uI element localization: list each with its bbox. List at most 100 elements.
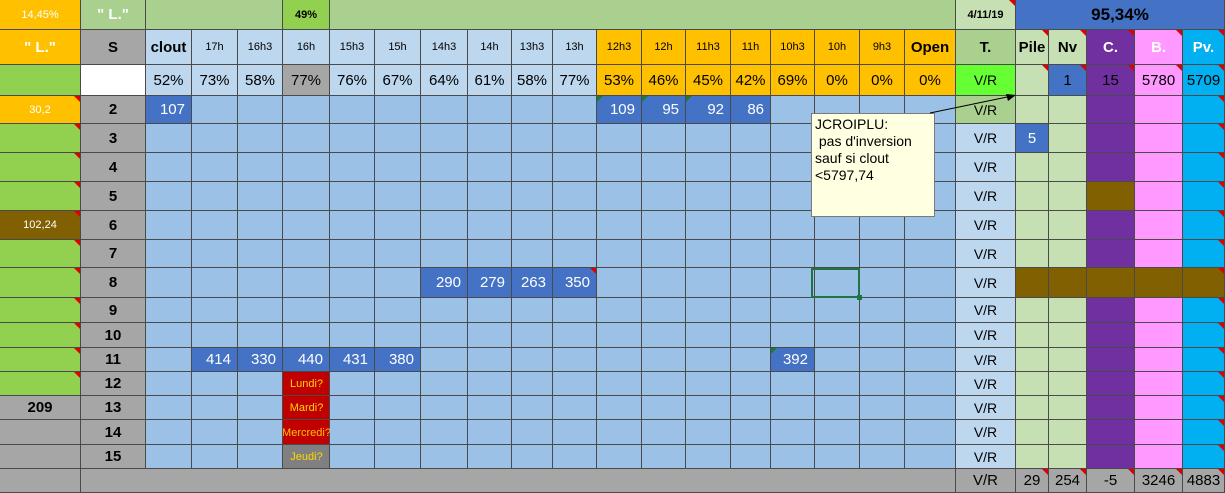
pile-cell-6[interactable] bbox=[1016, 211, 1049, 240]
column-header-14h[interactable]: 14h bbox=[468, 30, 512, 65]
row-header-5[interactable]: 5 bbox=[81, 182, 146, 211]
cell-9-14h3[interactable] bbox=[421, 298, 468, 323]
nv-cell-11[interactable] bbox=[1049, 348, 1087, 372]
cell-6-13h[interactable] bbox=[553, 211, 597, 240]
cell-15-12h[interactable] bbox=[642, 445, 686, 469]
cell-12-open[interactable] bbox=[905, 372, 956, 396]
row-header-14[interactable]: 14 bbox=[81, 420, 146, 445]
footer-3[interactable]: -5 bbox=[1087, 469, 1135, 493]
day-label-1[interactable]: Mardi? bbox=[289, 402, 324, 414]
cell-10-13h[interactable] bbox=[553, 323, 597, 348]
cell-11-10h3[interactable]: 392 bbox=[771, 348, 815, 372]
cell-11-11h[interactable] bbox=[731, 348, 771, 372]
c-cell-3[interactable] bbox=[1087, 124, 1135, 153]
cell-7-15h[interactable] bbox=[375, 240, 421, 268]
cell-5-12h3[interactable] bbox=[597, 182, 642, 211]
cell-12-12h3[interactable] bbox=[597, 372, 642, 396]
t-cell-8[interactable]: V/R bbox=[956, 268, 1016, 298]
cell-15-14h[interactable] bbox=[468, 445, 512, 469]
cell-12-16h3[interactable] bbox=[238, 372, 283, 396]
c-cell-7[interactable] bbox=[1087, 240, 1135, 268]
pile-cell-8[interactable] bbox=[1016, 268, 1049, 298]
b-cell-11[interactable] bbox=[1135, 348, 1183, 372]
cell-14-14h3[interactable] bbox=[421, 420, 468, 445]
cell-7-16h[interactable] bbox=[283, 240, 330, 268]
c-cell-15[interactable] bbox=[1087, 445, 1135, 469]
nv-cell-3[interactable] bbox=[1049, 124, 1087, 153]
nv-cell-12[interactable] bbox=[1049, 372, 1087, 396]
cell-13-14h[interactable] bbox=[468, 396, 512, 420]
b-cell-9[interactable] bbox=[1135, 298, 1183, 323]
column-header-12h[interactable]: 12h bbox=[642, 30, 686, 65]
cell-10-clout[interactable] bbox=[146, 323, 192, 348]
cell-10-open[interactable] bbox=[905, 323, 956, 348]
cell-11-17h[interactable]: 414 bbox=[192, 348, 238, 372]
day-label-0[interactable]: Lundi? bbox=[289, 378, 324, 390]
cell-9-11h[interactable] bbox=[731, 298, 771, 323]
cell-7-9h3[interactable] bbox=[860, 240, 905, 268]
percent-7[interactable]: 61% bbox=[468, 65, 512, 96]
cell-11-11h3[interactable] bbox=[686, 348, 731, 372]
cell-7-10h[interactable] bbox=[815, 240, 860, 268]
cell-15-9h3[interactable] bbox=[860, 445, 905, 469]
cell-5-15h3[interactable] bbox=[330, 182, 375, 211]
cell-13-open[interactable] bbox=[905, 396, 956, 420]
cell-9-12h3[interactable] bbox=[597, 298, 642, 323]
c-cell-6[interactable] bbox=[1087, 211, 1135, 240]
nv-cell-5[interactable] bbox=[1049, 182, 1087, 211]
column-header-13h3[interactable]: 13h3 bbox=[512, 30, 553, 65]
row-header-9[interactable]: 9 bbox=[81, 298, 146, 323]
t-cell-5[interactable]: V/R bbox=[956, 182, 1016, 211]
cell-11-12h[interactable] bbox=[642, 348, 686, 372]
cell-8-16h3[interactable] bbox=[238, 268, 283, 298]
cell-5-16h3[interactable] bbox=[238, 182, 283, 211]
cell-5-13h[interactable] bbox=[553, 182, 597, 211]
right-summary-3[interactable]: 15 bbox=[1087, 65, 1135, 96]
cell-14-11h3[interactable] bbox=[686, 420, 731, 445]
cell-15-13h3[interactable] bbox=[512, 445, 553, 469]
cell-11-15h[interactable]: 380 bbox=[375, 348, 421, 372]
cell-7-11h[interactable] bbox=[731, 240, 771, 268]
cell-2-11h3[interactable]: 92 bbox=[686, 96, 731, 124]
cell-9-open[interactable] bbox=[905, 298, 956, 323]
row-header-10[interactable]: 10 bbox=[81, 323, 146, 348]
cell-9-17h[interactable] bbox=[192, 298, 238, 323]
cell-11-13h3[interactable] bbox=[512, 348, 553, 372]
cell-6-10h3[interactable] bbox=[771, 211, 815, 240]
t-cell-14[interactable]: V/R bbox=[956, 420, 1016, 445]
nv-cell-2[interactable] bbox=[1049, 96, 1087, 124]
c-cell-10[interactable] bbox=[1087, 323, 1135, 348]
cell-4-clout[interactable] bbox=[146, 153, 192, 182]
c-cell-5[interactable] bbox=[1087, 182, 1135, 211]
cell-15-11h3[interactable] bbox=[686, 445, 731, 469]
pile-cell-11[interactable] bbox=[1016, 348, 1049, 372]
cell-12-11h[interactable] bbox=[731, 372, 771, 396]
cell-15-17h[interactable] bbox=[192, 445, 238, 469]
right-summary-5[interactable]: 5709 bbox=[1183, 65, 1225, 96]
row-header-11[interactable]: 11 bbox=[81, 348, 146, 372]
nv-cell-14[interactable] bbox=[1049, 420, 1087, 445]
row-header-4[interactable]: 4 bbox=[81, 153, 146, 182]
b-cell-10[interactable] bbox=[1135, 323, 1183, 348]
cell-5-14h3[interactable] bbox=[421, 182, 468, 211]
column-header-12h3[interactable]: 12h3 bbox=[597, 30, 642, 65]
cell-3-16h3[interactable] bbox=[238, 124, 283, 153]
cell-5-clout[interactable] bbox=[146, 182, 192, 211]
b-cell-15[interactable] bbox=[1135, 445, 1183, 469]
cell-15-11h[interactable] bbox=[731, 445, 771, 469]
cell-4-16h[interactable] bbox=[283, 153, 330, 182]
c-cell-9[interactable] bbox=[1087, 298, 1135, 323]
cell-3-12h[interactable] bbox=[642, 124, 686, 153]
c-cell-11[interactable] bbox=[1087, 348, 1135, 372]
pv-cell-4[interactable] bbox=[1183, 153, 1225, 182]
cell-3-11h[interactable] bbox=[731, 124, 771, 153]
cell-9-10h[interactable] bbox=[815, 298, 860, 323]
t-cell-7[interactable]: V/R bbox=[956, 240, 1016, 268]
cell-2-15h[interactable] bbox=[375, 96, 421, 124]
percent-0[interactable]: 52% bbox=[146, 65, 192, 96]
percent-9[interactable]: 77% bbox=[553, 65, 597, 96]
b-cell-5[interactable] bbox=[1135, 182, 1183, 211]
cell-15-13h[interactable] bbox=[553, 445, 597, 469]
cell-7-13h[interactable] bbox=[553, 240, 597, 268]
cell-6-11h[interactable] bbox=[731, 211, 771, 240]
